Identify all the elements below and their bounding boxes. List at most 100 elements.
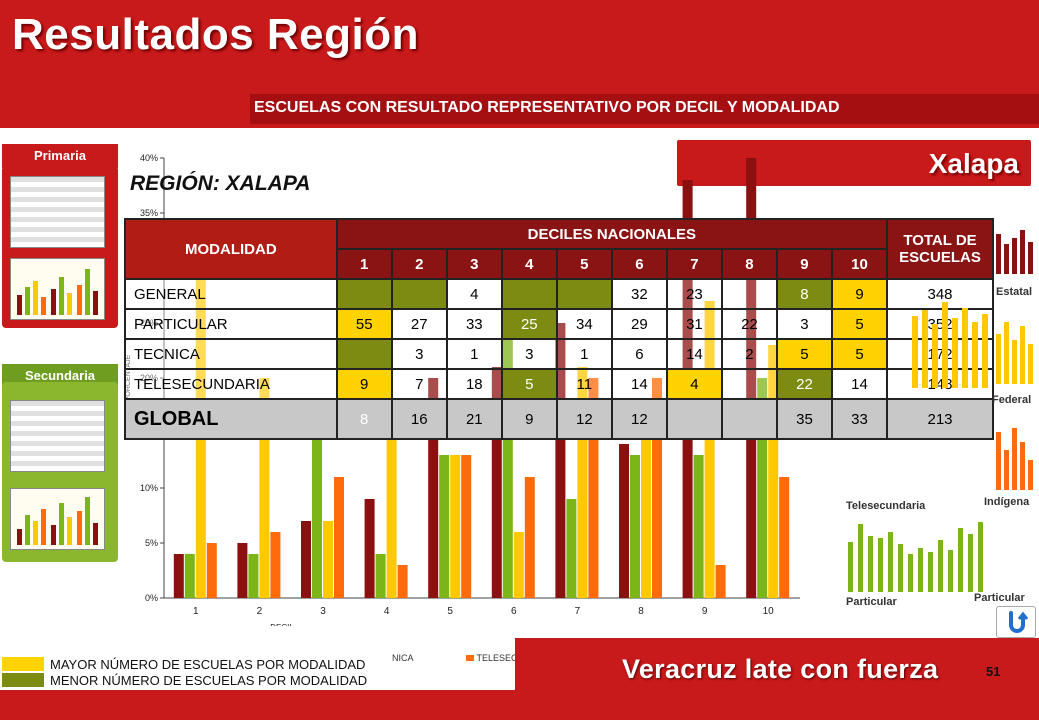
decile-number-row: 1 2 3 4 5 6 7 8 9 10 bbox=[125, 248, 993, 280]
mini-label-particular: Particular bbox=[846, 596, 897, 608]
footer-band bbox=[0, 690, 1039, 720]
series-legend-left: NICA bbox=[392, 653, 414, 663]
x-tick-label: 3 bbox=[320, 606, 326, 617]
secundaria-panel[interactable] bbox=[2, 382, 118, 562]
y-tick-label: 35% bbox=[140, 208, 158, 218]
y-tick-label: 10% bbox=[140, 483, 158, 493]
decile-8: 8 bbox=[720, 248, 778, 280]
chart-bar bbox=[577, 367, 588, 598]
series-swatch bbox=[465, 655, 474, 661]
chart-bar bbox=[375, 554, 386, 598]
chart-bar bbox=[693, 455, 704, 598]
chart-bar bbox=[779, 477, 790, 598]
table-cell: 3 bbox=[500, 338, 558, 370]
chart-bar bbox=[312, 400, 322, 598]
total-header: TOTAL DE ESCUELAS bbox=[886, 218, 994, 280]
decile-10: 10 bbox=[830, 248, 889, 280]
x-tick-label: 1 bbox=[193, 606, 199, 617]
y-tick-label: 40% bbox=[140, 153, 158, 163]
table-cell: 34 bbox=[555, 308, 613, 340]
mini-label-indigena: Indígena bbox=[984, 496, 1030, 508]
decile-9: 9 bbox=[775, 248, 833, 280]
modalidad-header: MODALIDAD bbox=[124, 218, 338, 280]
primaria-chart-thumbnail[interactable] bbox=[10, 258, 105, 320]
row-label: GENERAL bbox=[124, 278, 338, 310]
row-label: TELESECUNDARIA bbox=[124, 368, 338, 400]
table-cell: 22 bbox=[720, 308, 778, 340]
x-tick-label: 7 bbox=[575, 606, 581, 617]
decile-6: 6 bbox=[610, 248, 668, 280]
table-cell: 3 bbox=[390, 338, 448, 370]
table-cell: 14 bbox=[665, 338, 723, 370]
chart-bar bbox=[652, 378, 662, 598]
chart-bar bbox=[270, 532, 281, 598]
chart-bar bbox=[513, 532, 524, 598]
table-cell: 25 bbox=[500, 308, 558, 340]
legend-menor: MENOR NÚMERO DE ESCUELAS POR MODALIDAD bbox=[2, 673, 367, 688]
indigena-mini-chart bbox=[994, 426, 1034, 490]
chart-bar bbox=[715, 565, 726, 598]
table-cell: 22 bbox=[775, 368, 833, 400]
back-button[interactable] bbox=[996, 606, 1036, 638]
chart-bar bbox=[301, 521, 311, 598]
estatal-mini-chart bbox=[994, 228, 1034, 274]
chart-bar bbox=[428, 378, 439, 598]
subtitle-bar bbox=[250, 94, 1039, 124]
federal-mini-chart bbox=[994, 318, 1034, 384]
chart-bar bbox=[555, 323, 566, 598]
table-cell: 7 bbox=[390, 368, 448, 400]
x-tick-label: 8 bbox=[638, 606, 644, 617]
table-cell: 1 bbox=[445, 338, 503, 370]
results-table: MODALIDAD DECILES NACIONALES TOTAL DE ES… bbox=[124, 218, 994, 440]
table-row: TELESECUNDARIA 9 7 18 5 11 14 4 22 14 14… bbox=[124, 368, 994, 400]
chart-bar bbox=[704, 301, 715, 598]
chart-bar bbox=[206, 543, 217, 598]
page-number: 51 bbox=[986, 664, 1001, 679]
table-cell bbox=[720, 278, 778, 310]
secundaria-chart-thumbnail[interactable] bbox=[10, 488, 105, 550]
x-tick-label: 9 bbox=[702, 606, 708, 617]
table-cell: 12 bbox=[555, 398, 613, 440]
chart-bar bbox=[248, 554, 259, 598]
table-cell: 9 bbox=[335, 368, 393, 400]
table-cell: 2 bbox=[720, 338, 778, 370]
chart-bar bbox=[619, 444, 629, 598]
row-label: PARTICULAR bbox=[124, 308, 338, 340]
table-cell: 4 bbox=[665, 368, 723, 400]
table-cell bbox=[720, 398, 778, 440]
primaria-panel[interactable] bbox=[2, 166, 118, 328]
y-tick-label: 0% bbox=[145, 593, 158, 603]
chart-bar bbox=[461, 455, 472, 598]
table-cell: 31 bbox=[665, 308, 723, 340]
secundaria-table-thumbnail[interactable] bbox=[10, 400, 105, 472]
chart-bar bbox=[386, 433, 397, 598]
x-tick-label: 5 bbox=[447, 606, 453, 617]
slogan: Veracruz late con fuerza bbox=[622, 654, 939, 684]
chart-bar bbox=[397, 565, 408, 598]
primaria-tab[interactable]: Primaria bbox=[2, 144, 118, 168]
chart-bar bbox=[450, 455, 461, 598]
decile-7: 7 bbox=[665, 248, 723, 280]
table-cell: 9 bbox=[500, 398, 558, 440]
table-cell: 3 bbox=[775, 308, 833, 340]
primaria-table-thumbnail[interactable] bbox=[10, 176, 105, 248]
chart-bar bbox=[439, 455, 450, 598]
particular-mini-chart bbox=[846, 518, 992, 592]
table-cell: 5 bbox=[775, 338, 833, 370]
legend-text-mayor: MAYOR NÚMERO DE ESCUELAS POR MODALIDAD bbox=[50, 656, 366, 672]
x-axis-label: DECIL bbox=[270, 623, 294, 626]
table-cell: 21 bbox=[445, 398, 503, 440]
page-title: Resultados Región bbox=[12, 10, 419, 59]
legend-swatch-mayor bbox=[2, 657, 44, 671]
table-cell: 14 bbox=[830, 368, 889, 400]
table-cell: 33 bbox=[445, 308, 503, 340]
chart-bar bbox=[757, 378, 768, 598]
x-tick-label: 10 bbox=[763, 606, 775, 617]
decile-3: 3 bbox=[445, 248, 503, 280]
table-cell: 8 bbox=[335, 398, 393, 440]
table-cell: 35 bbox=[775, 398, 833, 440]
x-tick-label: 6 bbox=[511, 606, 517, 617]
page-subtitle: ESCUELAS CON RESULTADO REPRESENTATIVO PO… bbox=[254, 99, 840, 116]
decile-4: 4 bbox=[500, 248, 558, 280]
table-cell: 18 bbox=[445, 368, 503, 400]
